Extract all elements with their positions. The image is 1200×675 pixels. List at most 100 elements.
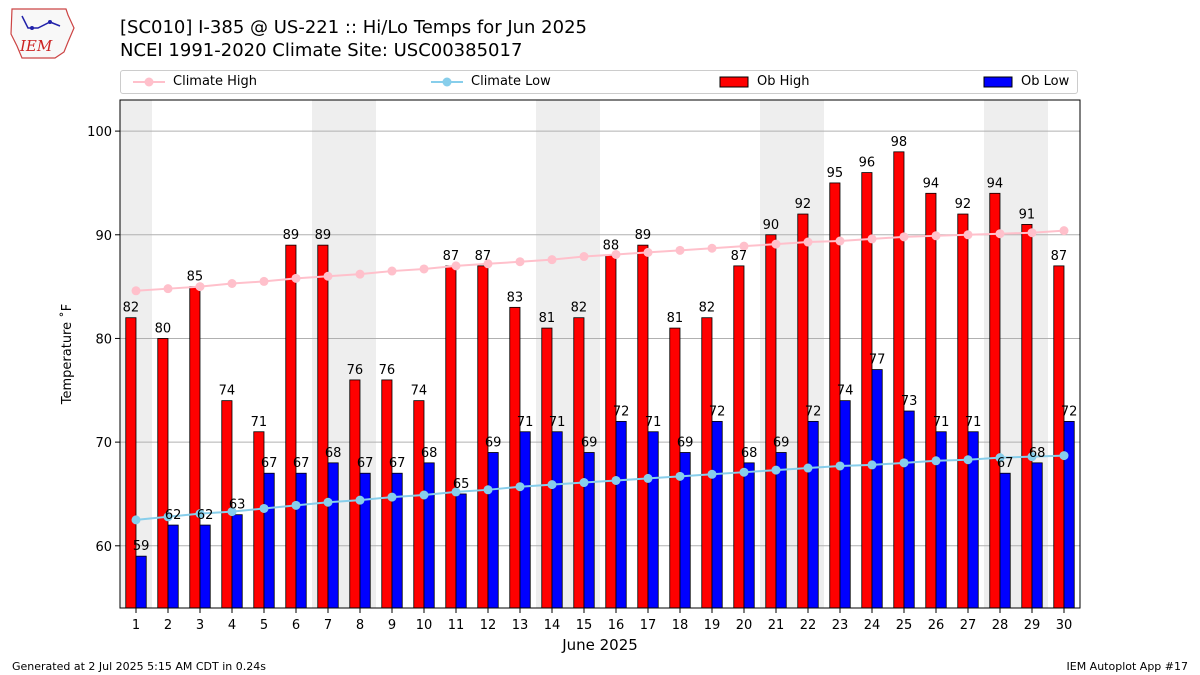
x-tick-label-2: 2 — [164, 618, 172, 633]
ob-high-label-2: 80 — [155, 321, 172, 336]
ob-low-bar-13 — [519, 431, 531, 609]
climate-low-point-8 — [355, 495, 365, 505]
x-tick-label-9: 9 — [388, 618, 396, 633]
ob-low-bar-7 — [327, 462, 339, 609]
x-tick-label-8: 8 — [356, 618, 364, 633]
ob-low-bar-25 — [903, 410, 915, 609]
ob-low-bar-19 — [711, 420, 723, 609]
x-tick-label-19: 19 — [704, 618, 721, 633]
climate-high-point-8 — [355, 269, 365, 279]
generated-note: Generated at 2 Jul 2025 5:15 AM CDT in 0… — [12, 660, 266, 673]
climate-high-point-24 — [867, 234, 877, 244]
climate-high-point-29 — [1027, 228, 1037, 238]
x-tick-label-29: 29 — [1024, 618, 1041, 633]
ob-low-bar-3 — [199, 524, 211, 609]
ob-low-bar-20 — [743, 462, 755, 609]
ob-high-label-27: 92 — [955, 197, 972, 212]
climate-low-point-27 — [963, 455, 973, 465]
climate-low-point-28 — [995, 453, 1005, 463]
ob-high-bar-2 — [157, 338, 169, 609]
x-tick-label-28: 28 — [992, 618, 1009, 633]
ob-low-label-7: 68 — [325, 446, 342, 461]
ob-low-bar-24 — [871, 369, 883, 609]
climate-low-point-22 — [803, 463, 813, 473]
ob-high-label-4: 74 — [219, 384, 236, 399]
legend-climate-low-label: Climate Low — [471, 74, 551, 89]
ob-low-label-20: 68 — [741, 446, 758, 461]
x-tick-label-14: 14 — [544, 618, 561, 633]
legend-ob-low-swatch — [983, 76, 1013, 87]
ob-low-bar-8 — [359, 472, 371, 609]
x-tick-label-26: 26 — [928, 618, 945, 633]
ob-low-bar-10 — [423, 462, 435, 609]
climate-high-point-26 — [931, 231, 941, 241]
ob-high-label-18: 81 — [667, 311, 684, 326]
ob-high-bar-15 — [573, 317, 585, 609]
climate-high-point-28 — [995, 229, 1005, 239]
ob-high-bar-16 — [605, 255, 617, 609]
plot-frame — [119, 99, 1081, 609]
ob-low-label-26: 71 — [933, 415, 950, 430]
x-tick-label-24: 24 — [864, 618, 881, 633]
x-tick-label-5: 5 — [260, 618, 268, 633]
climate-low-line — [135, 454, 1065, 521]
climate-high-point-9 — [387, 266, 397, 276]
ob-high-bar-25 — [893, 151, 905, 609]
climate-low-point-23 — [835, 461, 845, 471]
ob-high-label-1: 82 — [123, 301, 140, 316]
climate-low-point-12 — [483, 485, 493, 495]
legend-ob-high-label: Ob High — [757, 74, 810, 89]
ob-low-bar-5 — [263, 472, 275, 609]
climate-high-point-16 — [611, 249, 621, 259]
climate-high-point-1 — [131, 286, 141, 296]
ob-high-label-10: 74 — [411, 384, 428, 399]
climate-low-point-26 — [931, 456, 941, 466]
ob-low-label-5: 67 — [261, 456, 278, 471]
chart-title: [SC010] I-385 @ US-221 :: Hi/Lo Temps fo… — [120, 17, 587, 38]
ob-high-label-23: 95 — [827, 166, 844, 181]
ob-high-bar-13 — [509, 306, 521, 609]
climate-low-point-24 — [867, 460, 877, 470]
ob-low-bar-16 — [615, 420, 627, 609]
legend: Climate High Climate Low Ob High Ob Low — [120, 70, 1078, 94]
ob-high-label-9: 76 — [379, 363, 396, 378]
climate-low-point-14 — [547, 480, 557, 490]
ob-low-label-25: 73 — [901, 394, 918, 409]
climate-low-point-1 — [131, 515, 141, 525]
ob-high-label-7: 89 — [315, 228, 332, 243]
climate-high-point-4 — [227, 279, 237, 289]
ob-high-label-22: 92 — [795, 197, 812, 212]
climate-low-point-17 — [643, 473, 653, 483]
ob-high-bar-14 — [541, 327, 553, 609]
ob-high-label-6: 89 — [283, 228, 300, 243]
climate-low-point-20 — [739, 467, 749, 477]
x-tick-label-12: 12 — [480, 618, 497, 633]
ob-low-label-11: 65 — [453, 477, 470, 492]
climate-high-point-11 — [451, 261, 461, 271]
ob-high-label-8: 76 — [347, 363, 364, 378]
y-tick-label-90: 90 — [95, 229, 112, 244]
ob-high-label-5: 71 — [251, 415, 268, 430]
y-tick-label-100: 100 — [87, 125, 112, 140]
ob-high-bar-1 — [125, 317, 137, 609]
climate-high-point-17 — [643, 247, 653, 257]
ob-high-label-24: 96 — [859, 156, 876, 171]
ob-high-bar-26 — [925, 192, 937, 609]
ob-low-label-28: 67 — [997, 456, 1014, 471]
ob-low-bar-2 — [167, 524, 179, 609]
ob-low-label-23: 74 — [837, 384, 854, 399]
climate-high-point-20 — [739, 241, 749, 251]
x-tick-label-22: 22 — [800, 618, 817, 633]
ob-high-bar-21 — [765, 234, 777, 609]
ob-high-label-3: 85 — [187, 270, 204, 285]
climate-low-point-30 — [1059, 451, 1069, 461]
y-tick-label-80: 80 — [95, 332, 112, 347]
ob-low-label-13: 71 — [517, 415, 534, 430]
ob-high-bar-19 — [701, 317, 713, 609]
x-tick-label-21: 21 — [768, 618, 785, 633]
ob-high-bar-6 — [285, 244, 297, 609]
climate-low-point-13 — [515, 482, 525, 492]
ob-low-label-18: 69 — [677, 435, 694, 450]
climate-high-line — [135, 229, 1065, 292]
